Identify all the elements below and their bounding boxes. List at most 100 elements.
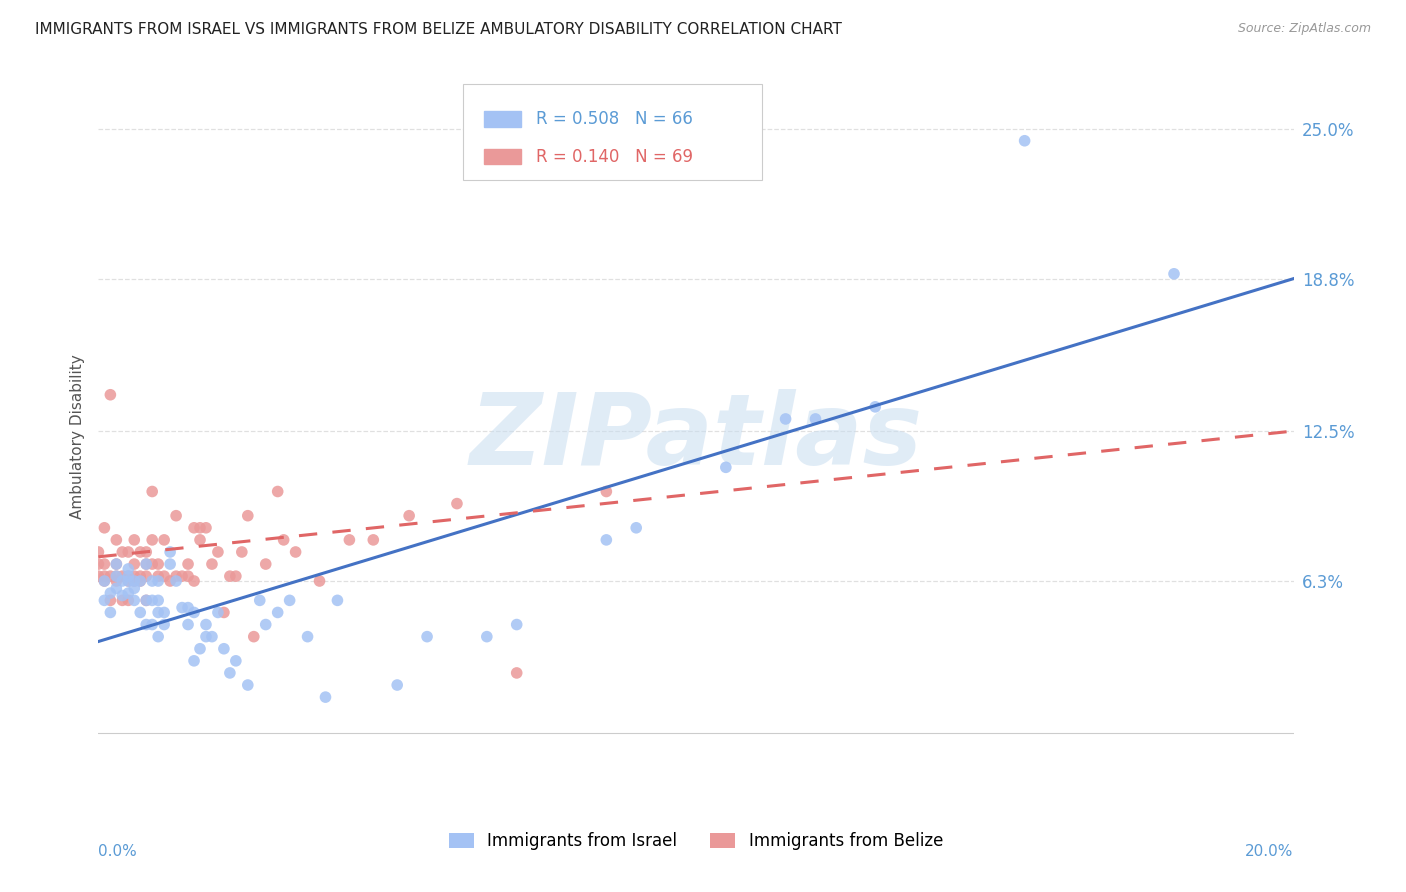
Point (165, 508, 187, 523)
Point (117, 574, 139, 588)
Point (141, 557, 163, 571)
Point (254, 617, 277, 632)
FancyBboxPatch shape (485, 149, 522, 164)
FancyBboxPatch shape (463, 84, 762, 180)
Point (714, 460, 737, 475)
Point (117, 574, 139, 588)
Point (124, 581, 146, 595)
Point (172, 600, 194, 615)
Point (105, 569, 128, 583)
Point (159, 574, 181, 588)
Point (105, 533, 128, 547)
Point (98, 388, 122, 402)
Point (804, 412, 827, 426)
Point (1014, 134, 1036, 148)
Point (111, 569, 134, 583)
Point (124, 574, 146, 588)
Point (165, 569, 187, 583)
Point (595, 484, 617, 499)
Point (219, 569, 242, 583)
Point (297, 630, 319, 644)
Point (135, 593, 157, 607)
Point (267, 606, 290, 620)
Point (111, 574, 134, 588)
Point (188, 641, 211, 656)
Point (475, 630, 498, 644)
Point (129, 574, 152, 588)
Point (105, 574, 128, 588)
Point (135, 545, 157, 559)
Point (148, 569, 170, 583)
Point (273, 533, 295, 547)
Point (236, 508, 259, 523)
Point (141, 484, 163, 499)
Text: Source: ZipAtlas.com: Source: ZipAtlas.com (1237, 22, 1371, 36)
Point (153, 533, 176, 547)
Point (105, 581, 128, 595)
Point (153, 569, 176, 583)
Point (124, 533, 146, 547)
Point (93, 574, 115, 588)
Point (135, 593, 157, 607)
Point (153, 606, 176, 620)
Point (124, 569, 146, 583)
Point (315, 690, 337, 705)
Point (225, 654, 247, 668)
Point (339, 533, 361, 547)
Point (177, 557, 200, 571)
Point (105, 557, 128, 571)
Point (129, 574, 152, 588)
Point (183, 654, 205, 668)
Point (111, 593, 134, 607)
Point (141, 593, 163, 607)
Point (212, 606, 235, 620)
Point (284, 545, 307, 559)
Point (326, 593, 349, 607)
Point (148, 630, 170, 644)
Point (93, 557, 115, 571)
Point (117, 586, 139, 600)
Point (225, 569, 247, 583)
Text: ZIPatlas: ZIPatlas (470, 389, 922, 485)
Point (124, 574, 146, 588)
Point (129, 545, 152, 559)
Point (188, 533, 211, 547)
Point (278, 593, 301, 607)
Point (159, 545, 181, 559)
Point (177, 569, 200, 583)
Point (98, 593, 122, 607)
Point (183, 574, 205, 588)
Point (93, 569, 115, 583)
Point (195, 617, 218, 632)
Point (595, 533, 617, 547)
Point (626, 521, 648, 535)
Point (165, 574, 187, 588)
Point (148, 574, 170, 588)
Point (308, 574, 330, 588)
Point (135, 569, 157, 583)
Point (87, 545, 110, 559)
Text: R = 0.508   N = 66: R = 0.508 N = 66 (536, 110, 693, 128)
Point (195, 630, 218, 644)
Point (398, 508, 420, 523)
Point (236, 678, 259, 692)
Point (93, 593, 115, 607)
Point (148, 557, 170, 571)
Point (183, 606, 205, 620)
Point (506, 617, 529, 632)
Point (93, 521, 115, 535)
Point (865, 400, 887, 414)
Point (385, 678, 409, 692)
Point (105, 569, 128, 583)
Text: 20.0%: 20.0% (1246, 844, 1294, 859)
Point (267, 484, 290, 499)
Point (129, 569, 152, 583)
Point (177, 617, 200, 632)
Point (207, 606, 229, 620)
Point (111, 545, 134, 559)
Point (212, 641, 235, 656)
Point (1163, 267, 1185, 281)
Point (141, 533, 163, 547)
Point (87, 569, 110, 583)
Point (117, 569, 139, 583)
